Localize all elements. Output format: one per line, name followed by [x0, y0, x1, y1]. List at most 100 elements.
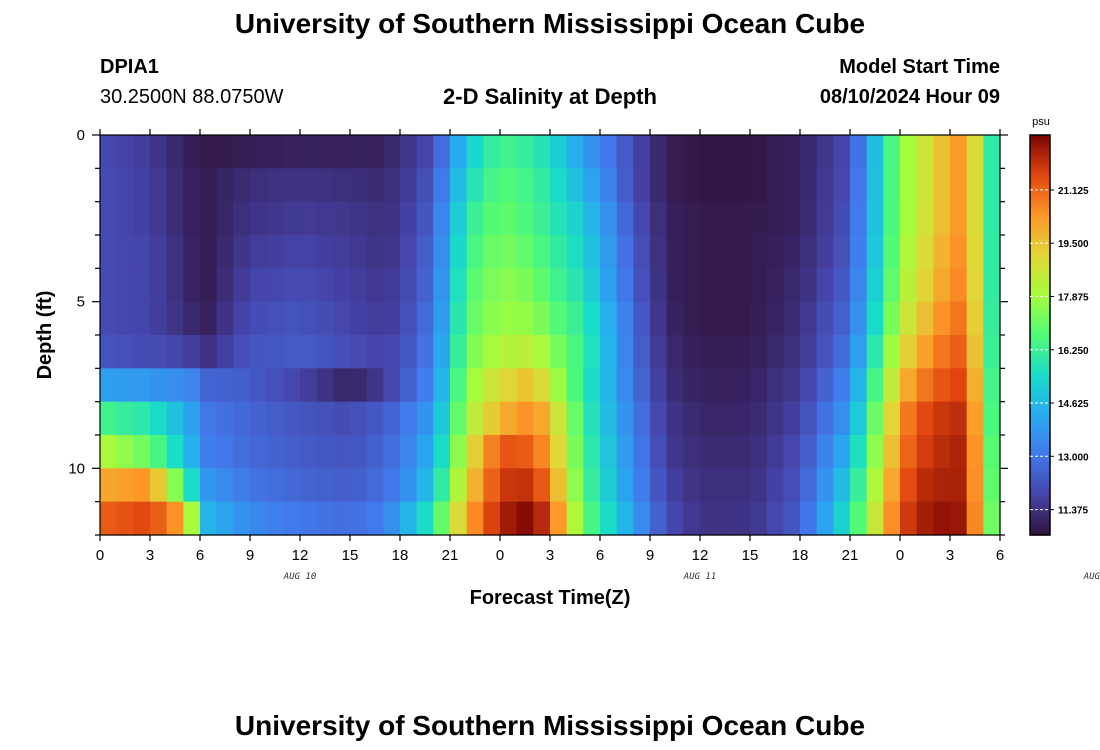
heatmap-cell: [166, 268, 184, 303]
heatmap-cell: [566, 435, 584, 469]
heatmap-cell: [516, 435, 534, 469]
heatmap-cell: [783, 201, 801, 236]
heatmap-cell: [766, 168, 784, 203]
heatmap-cell: [733, 301, 751, 336]
heatmap-cell: [366, 135, 384, 169]
colorbar-segment: [1030, 485, 1050, 488]
heatmap-cell: [900, 368, 918, 403]
heatmap-cell: [850, 268, 868, 303]
heatmap-cell: [250, 268, 268, 303]
heatmap-cell: [166, 401, 184, 436]
heatmap-cell: [933, 435, 951, 469]
x-date-label: AUG 10: [283, 572, 317, 582]
heatmap-cell: [133, 501, 151, 536]
heatmap-cell: [466, 235, 484, 269]
heatmap-cell: [233, 468, 251, 503]
colorbar-segment: [1030, 223, 1050, 226]
heatmap-cell: [300, 401, 318, 436]
heatmap-cell: [566, 401, 584, 436]
heatmap-cell: [483, 301, 501, 336]
heatmap-cell: [150, 401, 168, 436]
heatmap-cell: [283, 235, 301, 269]
x-tick-label: 18: [392, 547, 409, 564]
heatmap-cell: [766, 135, 784, 169]
heatmap-cell: [216, 201, 234, 236]
heatmap-cell: [366, 201, 384, 236]
heatmap-cell: [350, 268, 368, 303]
heatmap-cell: [516, 235, 534, 269]
heatmap-cell: [600, 235, 618, 269]
colorbar-segment: [1030, 413, 1050, 416]
heatmap-cell: [883, 168, 901, 203]
colorbar-segment: [1030, 239, 1050, 242]
colorbar-segment: [1030, 201, 1050, 204]
heatmap-cell: [683, 201, 701, 236]
x-tick-label: 6: [596, 547, 604, 564]
heatmap-cell: [133, 368, 151, 403]
colorbar-segment: [1030, 491, 1050, 494]
heatmap-cell: [533, 401, 551, 436]
heatmap-cell: [816, 468, 834, 503]
heatmap-cell: [883, 235, 901, 269]
colorbar-segment: [1030, 391, 1050, 394]
heatmap-cell: [433, 335, 451, 369]
heatmap-cell: [800, 335, 818, 369]
heatmap-cell: [566, 201, 584, 236]
heatmap-cell: [900, 335, 918, 369]
heatmap-cell: [966, 301, 984, 336]
heatmap-cell: [283, 501, 301, 536]
model-start-time: 08/10/2024 Hour 09: [819, 86, 1000, 108]
heatmap-cell: [800, 135, 818, 169]
heatmap-cell: [200, 268, 218, 303]
heatmap-cell: [916, 335, 934, 369]
colorbar-segment: [1030, 275, 1050, 278]
heatmap-cell: [650, 301, 668, 336]
heatmap-cell: [733, 268, 751, 303]
heatmap-cell: [533, 135, 551, 169]
heatmap-cell: [833, 501, 851, 536]
heatmap-cell: [716, 468, 734, 503]
heatmap-cell: [133, 401, 151, 436]
colorbar-segment: [1030, 265, 1050, 268]
heatmap-cell: [716, 435, 734, 469]
heatmap-cell: [500, 368, 518, 403]
heatmap-cell: [416, 435, 434, 469]
colorbar-segment: [1030, 245, 1050, 248]
heatmap-cell: [166, 501, 184, 536]
heatmap-cell: [650, 435, 668, 469]
heatmap-cell: [116, 268, 134, 303]
colorbar-segment: [1030, 463, 1050, 466]
heatmap-cell: [850, 368, 868, 403]
heatmap-cell: [350, 235, 368, 269]
x-tick-label: 3: [146, 547, 154, 564]
heatmap-cell: [700, 168, 718, 203]
heatmap-cell: [300, 368, 318, 403]
heatmap-cell: [366, 235, 384, 269]
heatmap-cell: [716, 501, 734, 536]
heatmap-cell: [150, 335, 168, 369]
colorbar-segment: [1030, 343, 1050, 346]
colorbar-segment: [1030, 423, 1050, 426]
heatmap-cell: [866, 401, 884, 436]
colorbar-segment: [1030, 511, 1050, 514]
heatmap-cell: [483, 268, 501, 303]
colorbar-segment: [1030, 161, 1050, 164]
colorbar-segment: [1030, 173, 1050, 176]
heatmap-cell: [433, 401, 451, 436]
heatmap-cell: [950, 501, 968, 536]
heatmap-cell: [500, 201, 518, 236]
colorbar-segment: [1030, 357, 1050, 360]
heatmap-cell: [183, 168, 201, 203]
heatmap-cell: [216, 435, 234, 469]
heatmap-cell: [933, 268, 951, 303]
heatmap-cell: [583, 368, 601, 403]
heatmap-cell: [566, 268, 584, 303]
colorbar-segment: [1030, 317, 1050, 320]
heatmap-cell: [600, 468, 618, 503]
colorbar-segment: [1030, 181, 1050, 184]
heatmap-cell: [116, 368, 134, 403]
heatmap-cell: [950, 235, 968, 269]
colorbar-segment: [1030, 479, 1050, 482]
heatmap-cell: [316, 201, 334, 236]
heatmap-cell: [300, 235, 318, 269]
